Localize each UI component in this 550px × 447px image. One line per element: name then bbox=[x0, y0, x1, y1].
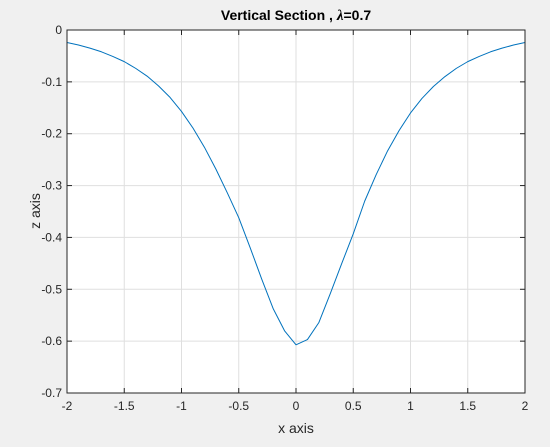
series-line bbox=[66, 41, 526, 346]
y-tick-label: -0.3 bbox=[41, 179, 62, 193]
plot-frame bbox=[66, 29, 526, 394]
y-tick-label: -0.7 bbox=[41, 386, 62, 400]
x-tick-label: 1 bbox=[407, 399, 414, 413]
y-tick-label: -0.2 bbox=[41, 127, 62, 141]
x-tick-label: -2 bbox=[62, 399, 73, 413]
x-tick-label: -0.5 bbox=[228, 399, 249, 413]
y-tick-labels: 0 -0.1 -0.2 -0.3 -0.4 -0.5 -0.6 -0.7 bbox=[41, 23, 62, 400]
y-tick-label: -0.4 bbox=[41, 230, 62, 244]
y-axis-label: z axis bbox=[27, 193, 43, 229]
title-suffix: =0.7 bbox=[343, 7, 371, 23]
y-tick-label: 0 bbox=[55, 23, 62, 37]
x-tick-labels: -2 -1.5 -1 -0.5 0 0.5 1 1.5 2 bbox=[62, 399, 529, 413]
title-prefix: Vertical Section , bbox=[221, 7, 337, 23]
chart-title: Vertical Section , λ=0.7 bbox=[221, 7, 371, 24]
x-tick-label: 0.5 bbox=[345, 399, 362, 413]
y-tick-label: -0.5 bbox=[41, 282, 62, 296]
x-axis-label: x axis bbox=[278, 420, 314, 436]
x-tick-label: 1.5 bbox=[459, 399, 476, 413]
y-tick-label: -0.6 bbox=[41, 334, 62, 348]
title-symbol: λ bbox=[336, 8, 344, 24]
x-tick-label: 2 bbox=[522, 399, 529, 413]
y-tick-label: -0.1 bbox=[41, 75, 62, 89]
x-tick-label: 0 bbox=[293, 399, 300, 413]
x-tick-label: -1.5 bbox=[114, 399, 135, 413]
x-tick-label: -1 bbox=[176, 399, 187, 413]
